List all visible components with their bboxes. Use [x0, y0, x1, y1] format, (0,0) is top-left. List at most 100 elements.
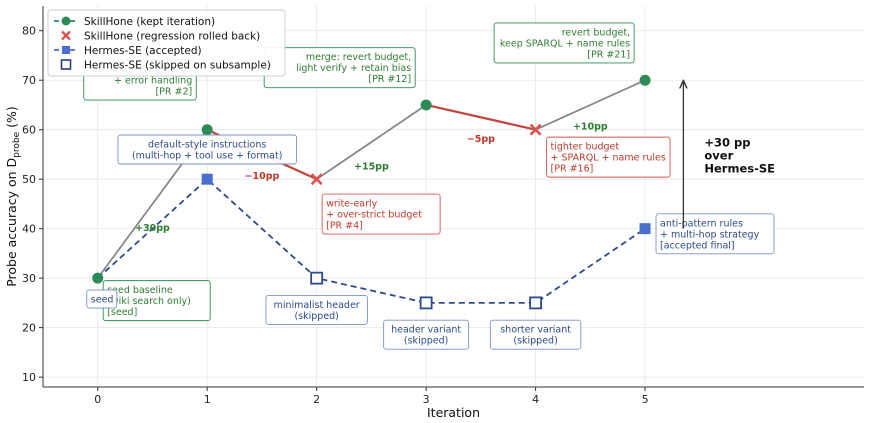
y-tick-label: 20 — [22, 322, 36, 335]
series-lines — [97, 79, 646, 304]
annotation-text: [PR #4] — [326, 221, 363, 232]
annotation-box — [383, 319, 470, 350]
annotation-header-variant: header variant(skipped) — [383, 319, 470, 350]
legend-label: Hermes-SE (skipped on subsample) — [84, 59, 271, 71]
legend: SkillHone (kept iteration) SkillHone (reg… — [47, 9, 286, 77]
skillhone-kept-point — [639, 74, 651, 86]
y-tick-label: 80 — [22, 25, 36, 38]
annotation-default-style: default-style instructions(multi-hop + t… — [117, 134, 297, 165]
legend-marker — [61, 30, 71, 41]
y-tick-label: 50 — [22, 173, 36, 186]
annotation-text: anti-pattern rules — [660, 218, 743, 229]
y-axis-title: Probe accuracy on Dprobe (%) — [4, 106, 22, 287]
hermes-se-line — [97, 177, 646, 304]
annotation-box — [489, 319, 582, 350]
y-tick-label: 60 — [22, 124, 36, 137]
legend-label: SkillHone (kept iteration) — [84, 16, 215, 28]
annotation-text: (skipped) — [404, 336, 448, 347]
x-axis-title: Iteration — [427, 405, 480, 420]
skillhone-segment — [316, 104, 427, 180]
x-tick-label: 1 — [204, 393, 211, 406]
y-tick-label: 70 — [22, 74, 36, 87]
hermes-skipped-point — [419, 296, 433, 310]
annotation-text: seed — [91, 295, 114, 306]
skillhone-segment — [535, 79, 646, 131]
hermes-accepted-point — [201, 173, 213, 185]
annotation-pr16: tighter budget+ SPARQL + name rules[PR #… — [546, 136, 671, 178]
annotation-text: seed baseline — [107, 285, 173, 296]
gap-callout-text: +30 pp — [704, 135, 750, 149]
y-axis-title-main: Probe accuracy on D — [4, 158, 19, 287]
hermes-accepted-point — [639, 223, 651, 235]
x-tick-label: 3 — [423, 393, 430, 406]
skillhone-kept-point — [420, 99, 432, 111]
annotation-box — [655, 213, 775, 255]
x-tick-label: 5 — [642, 393, 649, 406]
annotation-box — [321, 193, 441, 235]
y-tick-label: 10 — [22, 371, 36, 384]
legend-entry: Hermes-SE (skipped on subsample) — [60, 59, 271, 71]
axes: 0 1 2 3 4 5 10 20 30 40 50 60 70 80 — [22, 6, 864, 406]
annotation-text: header variant — [391, 325, 461, 336]
annotation-text: keep SPARQL + name rules — [500, 38, 630, 49]
annotation-text: shorter variant — [500, 325, 571, 336]
annotation-anti-pattern: anti-pattern rules+ multi-hop strategy[a… — [655, 213, 775, 255]
annotations: seed baseline(wiki search only)[seed]see… — [83, 22, 775, 350]
annotation-text: (wiki search only) — [107, 296, 191, 307]
delta-labels: +30pp −10pp +15pp −5pp +10pp — [135, 122, 608, 234]
annotation-box — [117, 134, 297, 165]
gap-callout-text: Hermes-SE — [704, 161, 775, 175]
annotation-text: [PR #16] — [551, 164, 594, 175]
annotation-pr4: write-early+ over-strict budget[PR #4] — [321, 193, 441, 235]
annotation-pr12: merge: revert budget,light verify + reta… — [263, 47, 416, 89]
annotation-text: [PR #21] — [587, 49, 630, 60]
skillhone-kept-point — [201, 124, 213, 136]
annotation-seed-blue: seed — [86, 289, 118, 309]
x-stroke — [310, 173, 323, 186]
annotation-text: minimalist header — [274, 300, 360, 311]
annotation-text: + SPARQL + name rules — [551, 153, 666, 164]
annotation-text: [PR #2] — [155, 87, 192, 98]
x-tick-label: 0 — [94, 393, 101, 406]
annotation-text: tighter budget — [551, 142, 620, 153]
skillhone-regression-point — [310, 173, 323, 186]
annotation-box — [265, 295, 368, 325]
data-points — [92, 74, 651, 310]
delta-label: −10pp — [245, 171, 280, 182]
delta-label: +15pp — [354, 161, 389, 172]
annotation-text: (multi-hop + tool use + format) — [132, 150, 283, 161]
legend-entry: SkillHone (regression rolled back) — [61, 30, 260, 42]
legend-label: Hermes-SE (accepted) — [84, 45, 202, 57]
hermes-skipped-point — [529, 296, 542, 310]
annotation-text: [PR #12] — [368, 74, 411, 85]
annotation-pr21: revert budget,keep SPARQL + name rules[P… — [493, 22, 635, 64]
x-tick-label: 2 — [313, 393, 320, 406]
delta-label: +30pp — [135, 223, 170, 234]
x-stroke — [529, 123, 542, 136]
y-tick-label: 30 — [22, 272, 36, 285]
annotation-text: [accepted final] — [660, 240, 735, 251]
delta-label: +10pp — [573, 122, 608, 133]
legend-marker — [62, 46, 70, 54]
annotation-text: revert budget, — [562, 27, 630, 38]
annotation-box — [546, 136, 671, 178]
gap-callout-text: over — [704, 148, 733, 162]
annotation-shorter-variant: shorter variant(skipped) — [489, 319, 582, 350]
legend-marker — [60, 59, 72, 70]
legend-entry: SkillHone (kept iteration) — [54, 16, 215, 28]
y-axis-title-suffix: (%) — [4, 106, 19, 132]
annotation-text: [seed] — [107, 307, 137, 318]
annotation-seed-green: seed baseline(wiki search only)[seed] — [102, 280, 211, 322]
y-tick-label: 40 — [22, 223, 36, 236]
legend-label: SkillHone (regression rolled back) — [84, 30, 260, 42]
annotation-text: light verify + retain bias — [296, 63, 411, 74]
legend-entry: Hermes-SE (accepted) — [54, 45, 202, 57]
annotation-text: write-early — [326, 199, 378, 210]
annotation-text: (skipped) — [513, 336, 557, 347]
annotation-text: (skipped) — [294, 311, 338, 322]
delta-label: −5pp — [467, 134, 495, 145]
annotation-text: + error handling — [114, 76, 192, 87]
x-tick-label: 4 — [532, 393, 539, 406]
